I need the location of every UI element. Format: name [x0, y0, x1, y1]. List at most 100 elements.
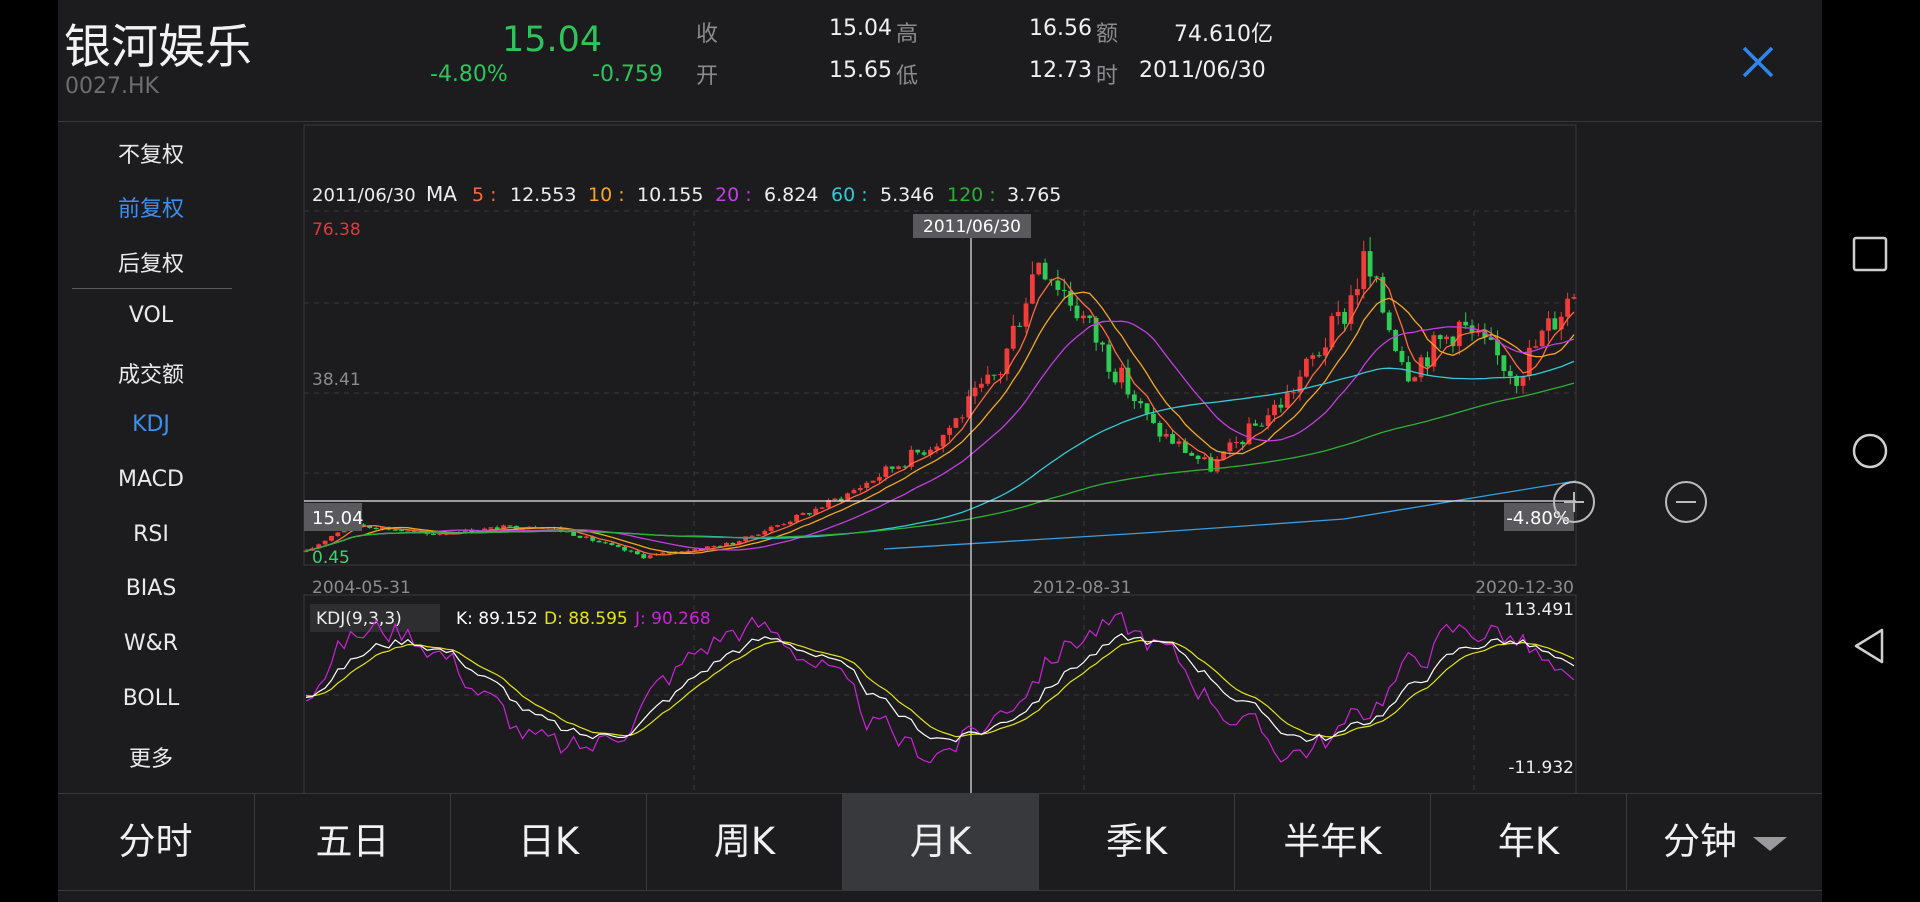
candle	[730, 542, 736, 545]
last-price: 15.04	[502, 20, 603, 60]
candle	[877, 473, 882, 484]
menu-item-boll[interactable]: BOLL	[122, 686, 180, 711]
menu-item-vol[interactable]: VOL	[128, 303, 174, 328]
back-triangle-icon[interactable]	[1850, 626, 1890, 666]
candlestick-series	[303, 237, 1577, 559]
kline-chart[interactable]: 2011/06/30 MA 5 : 12.553 10 : 10.155 20 : …	[244, 121, 1822, 793]
candle	[947, 425, 952, 442]
change-percent: -4.80%	[430, 62, 508, 87]
candle	[1303, 357, 1309, 378]
candle	[1004, 347, 1010, 381]
candle	[1526, 340, 1532, 381]
candle	[966, 389, 972, 419]
tab-five-day[interactable]: 五日	[254, 794, 450, 890]
menu-divider	[72, 288, 232, 289]
candle	[609, 541, 615, 546]
menu-item-rsi[interactable]: RSI	[133, 522, 169, 547]
candle	[1405, 356, 1411, 383]
circle-icon[interactable]	[1850, 431, 1890, 471]
ma60-line	[305, 360, 1575, 552]
close-value: 15.04	[829, 16, 892, 41]
tab-year-k[interactable]: 年K	[1430, 794, 1626, 890]
candle	[507, 525, 513, 527]
candle	[1367, 237, 1373, 287]
crosshair-price: 15.04	[312, 508, 364, 529]
candle	[1469, 319, 1475, 341]
zoom-out-icon[interactable]	[1665, 481, 1707, 523]
menu-item-wr[interactable]: W&R	[123, 631, 179, 656]
candle	[998, 371, 1003, 384]
candle	[1214, 456, 1220, 474]
candle	[1418, 354, 1424, 382]
candle	[908, 445, 914, 470]
candle	[431, 533, 436, 535]
amount-label: 额	[1096, 22, 1119, 47]
candle	[864, 480, 870, 491]
grid-lines	[304, 210, 1576, 793]
crosshair-date-box	[913, 214, 1031, 238]
tab-month-k[interactable]: 月K	[842, 794, 1038, 890]
candle	[1278, 398, 1284, 413]
menu-item-turnover[interactable]: 成交额	[117, 363, 184, 388]
candle	[1189, 451, 1195, 456]
menu-item-macd[interactable]: MACD	[118, 467, 184, 492]
menu-item-forward-adjust[interactable]: 前复权	[117, 197, 184, 222]
price-chart-frame	[303, 124, 1577, 566]
tab-intraday[interactable]: 分时	[118, 820, 193, 863]
candle	[1437, 334, 1443, 349]
candle	[1342, 308, 1348, 332]
ma-title: MA	[426, 182, 457, 206]
candle	[953, 417, 959, 429]
candle	[1068, 281, 1074, 312]
candle	[1399, 346, 1405, 366]
candle	[813, 506, 819, 515]
tab-week-k[interactable]: 周K	[646, 794, 842, 890]
stock-name: 银河娱乐	[64, 20, 252, 75]
candle	[1151, 407, 1156, 425]
candle	[1042, 258, 1048, 281]
candle	[1163, 428, 1169, 439]
kdj-j-line	[305, 611, 1575, 764]
tab-minute[interactable]: 分钟	[1626, 794, 1823, 890]
menu-item-backward-adjust[interactable]: 后复权	[117, 252, 184, 277]
candle	[1386, 310, 1392, 333]
kdj-label-box[interactable]	[310, 604, 440, 632]
ma250-line	[883, 480, 1577, 550]
candle	[1202, 454, 1207, 461]
ma120-line	[305, 382, 1575, 552]
low-value: 12.73	[1029, 58, 1092, 83]
menu-item-more[interactable]: 更多	[128, 747, 173, 772]
indicator-menu: 不复权 前复权 后复权 VOL 成交额 KDJ MACD RSI BIAS W&…	[58, 121, 244, 793]
tab-quarter-k[interactable]: 季K	[1038, 794, 1234, 890]
menu-item-no-adjust[interactable]: 不复权	[117, 143, 184, 168]
candle	[577, 535, 583, 539]
candle	[1380, 272, 1386, 314]
candle	[940, 434, 946, 453]
candle	[1010, 314, 1016, 351]
period-tabs: 分时 五日 日K 周K 月K 季K 半年K 年K 分钟	[58, 793, 1822, 891]
kdj-label: KDJ(9,3,3)	[316, 609, 402, 629]
candle	[335, 532, 341, 538]
candle	[928, 446, 933, 458]
candle	[1106, 340, 1112, 379]
tab-halfyear-k[interactable]: 半年K	[1234, 794, 1430, 890]
square-icon[interactable]	[1850, 234, 1890, 274]
ma-period-10: 10 :	[588, 184, 625, 206]
ma-period-120: 120 :	[947, 184, 996, 206]
x-label-mid: 2012-08-31	[1033, 578, 1132, 598]
candle	[1348, 285, 1354, 331]
candle	[756, 533, 761, 537]
candle	[1176, 438, 1182, 447]
menu-item-bias[interactable]: BIAS	[125, 576, 177, 601]
candle	[1017, 322, 1023, 327]
tab-day-k[interactable]: 日K	[450, 794, 646, 890]
ma-period-20: 20 :	[715, 184, 752, 206]
menu-item-kdj[interactable]: KDJ	[132, 412, 170, 437]
candle	[851, 488, 857, 494]
candle	[1323, 337, 1328, 366]
close-icon[interactable]	[1738, 42, 1778, 82]
candle	[647, 554, 653, 559]
kdj-min-label: -11.932	[1508, 758, 1574, 778]
zoom-in-icon[interactable]	[1553, 481, 1595, 523]
kdj-j-value: J: 90.268	[634, 609, 711, 629]
